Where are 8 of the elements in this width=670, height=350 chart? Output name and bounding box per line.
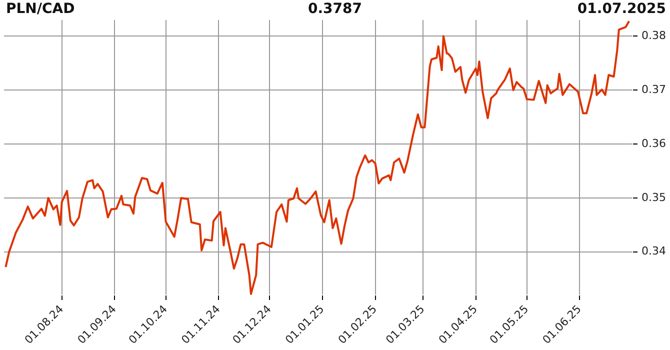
text: 01.07.2025 xyxy=(577,1,666,17)
y-tick-label: 0.36 xyxy=(642,136,666,150)
chart-title: PLN/CAD xyxy=(6,1,75,17)
y-tick-label: 0.34 xyxy=(642,244,666,258)
text: 0.3787 xyxy=(308,1,362,17)
y-tick-label: 0.37 xyxy=(642,82,666,96)
y-tick-label: 0.35 xyxy=(642,190,666,204)
y-tick-label: 0.38 xyxy=(642,29,666,42)
